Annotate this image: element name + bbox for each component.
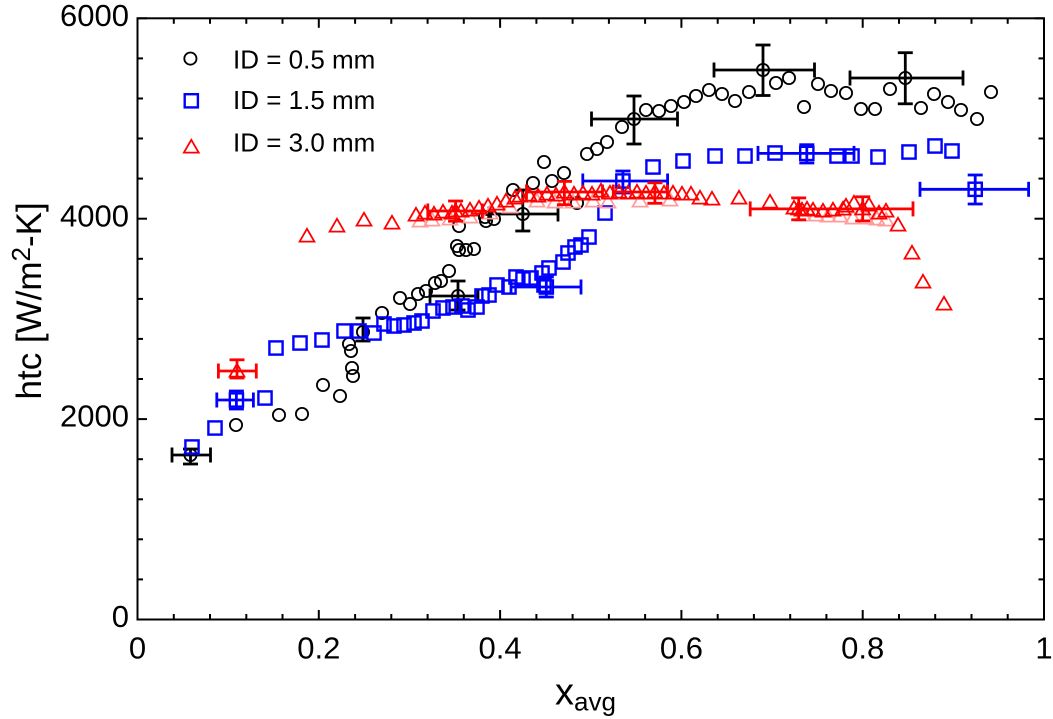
- svg-text:0.6: 0.6: [660, 631, 703, 666]
- svg-text:htc [W/m2-K]: htc [W/m2-K]: [6, 202, 49, 399]
- svg-text:ID = 3.0 mm: ID = 3.0 mm: [233, 128, 375, 158]
- svg-text:xavg: xavg: [555, 672, 616, 717]
- svg-text:6000: 6000: [60, 0, 129, 33]
- svg-text:0.4: 0.4: [479, 631, 522, 666]
- svg-text:0.8: 0.8: [841, 631, 884, 666]
- svg-text:4000: 4000: [60, 198, 129, 233]
- svg-text:0: 0: [129, 631, 146, 666]
- svg-text:1: 1: [1035, 631, 1052, 666]
- svg-text:2000: 2000: [60, 399, 129, 434]
- svg-text:0: 0: [112, 599, 129, 634]
- svg-text:0.2: 0.2: [297, 631, 340, 666]
- svg-text:ID = 0.5 mm: ID = 0.5 mm: [233, 45, 375, 75]
- svg-text:ID = 1.5 mm: ID = 1.5 mm: [233, 85, 375, 115]
